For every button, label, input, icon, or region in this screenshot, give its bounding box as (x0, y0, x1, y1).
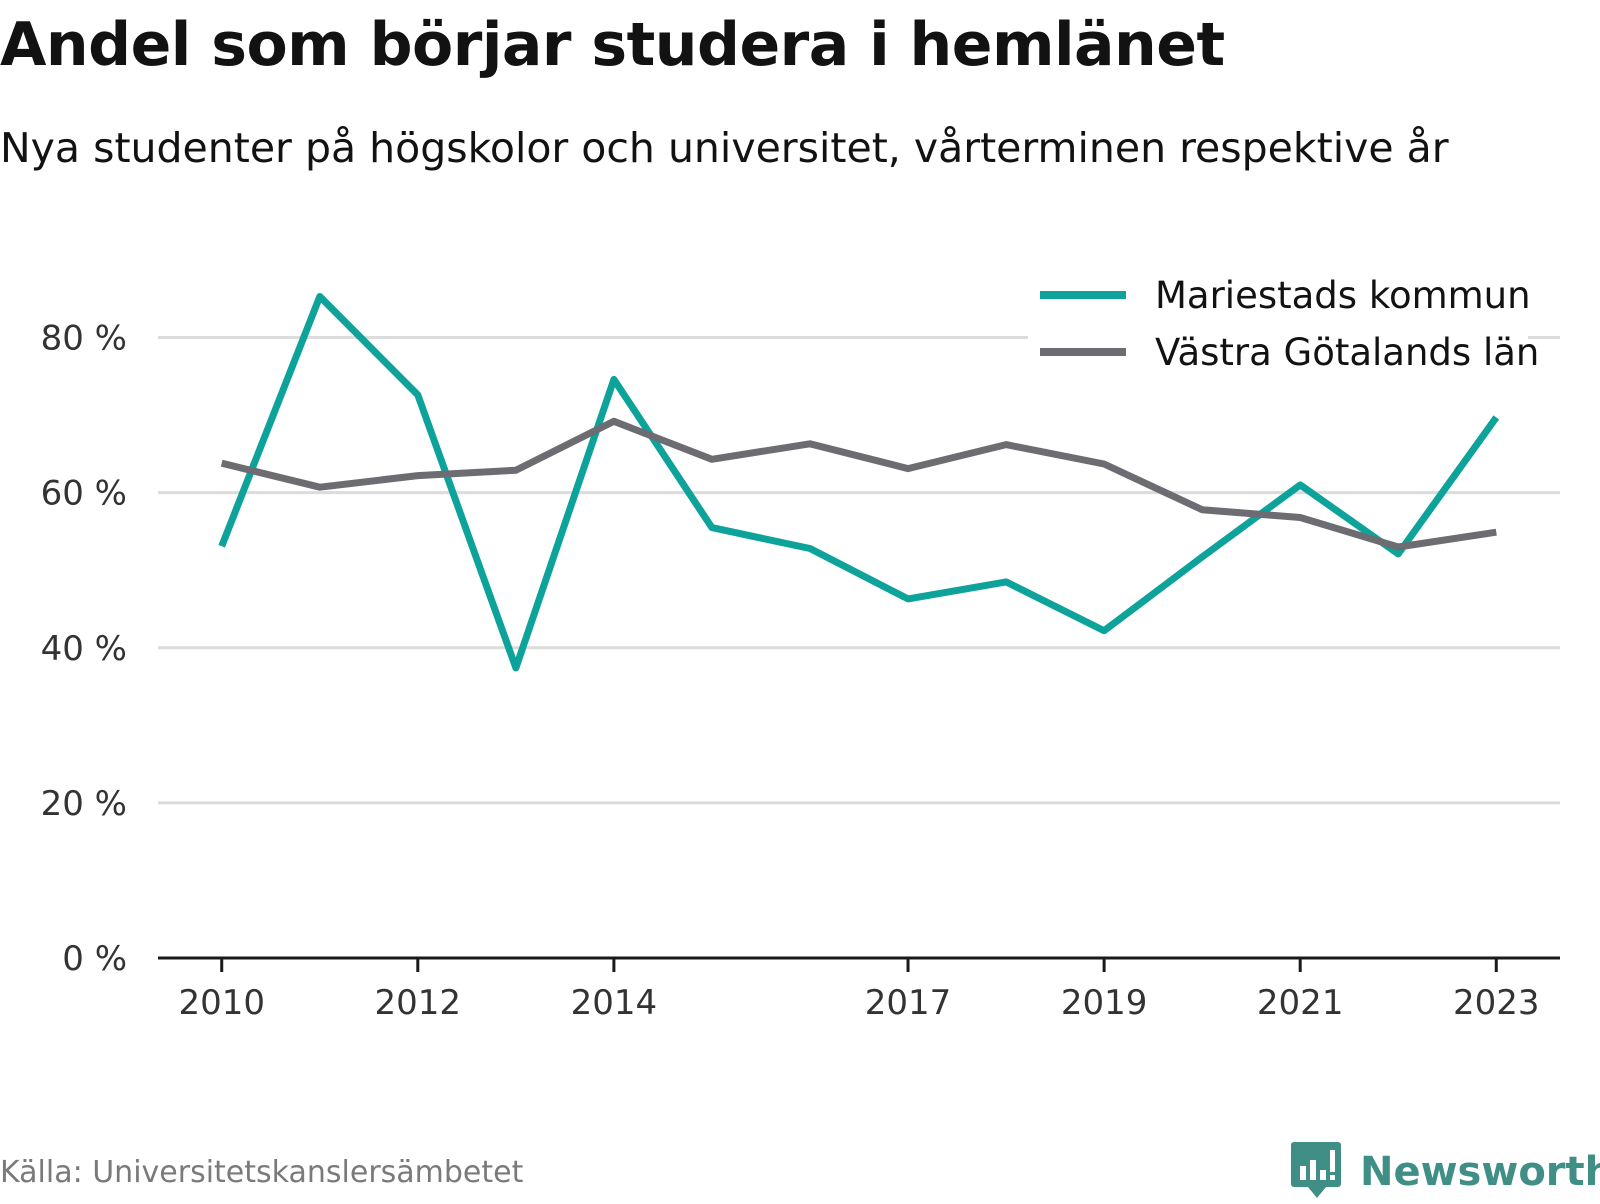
brand-logo: Newsworthy (1290, 1140, 1600, 1204)
source-note: Källa: Universitetskanslersämbetet (0, 1155, 523, 1190)
bar-chart-speech-bubble-icon (1290, 1140, 1342, 1204)
y-tick-label: 0 % (62, 939, 127, 979)
x-tick-label: 2023 (1453, 983, 1540, 1023)
y-tick-label: 40 % (41, 629, 127, 669)
x-tick-label: 2019 (1061, 983, 1148, 1023)
x-axis-ticks: 2010 2012 2014 2017 2019 2021 2023 (178, 958, 1539, 1023)
x-tick-label: 2010 (178, 983, 265, 1023)
legend: Mariestads kommun Västra Götalands län (1028, 262, 1539, 374)
brand-name: Newsworthy (1360, 1149, 1600, 1195)
y-tick-label: 60 % (41, 474, 127, 514)
legend-label: Mariestads kommun (1155, 274, 1531, 317)
x-tick-label: 2014 (571, 983, 658, 1023)
legend-label: Västra Götalands län (1155, 331, 1539, 374)
y-tick-label: 20 % (41, 784, 127, 824)
x-tick-label: 2021 (1257, 983, 1344, 1023)
x-tick-label: 2012 (375, 983, 462, 1023)
y-axis-ticks: 0 % 20 % 40 % 60 % 80 % (41, 319, 127, 979)
y-tick-label: 80 % (41, 319, 127, 359)
x-tick-label: 2017 (865, 983, 952, 1023)
